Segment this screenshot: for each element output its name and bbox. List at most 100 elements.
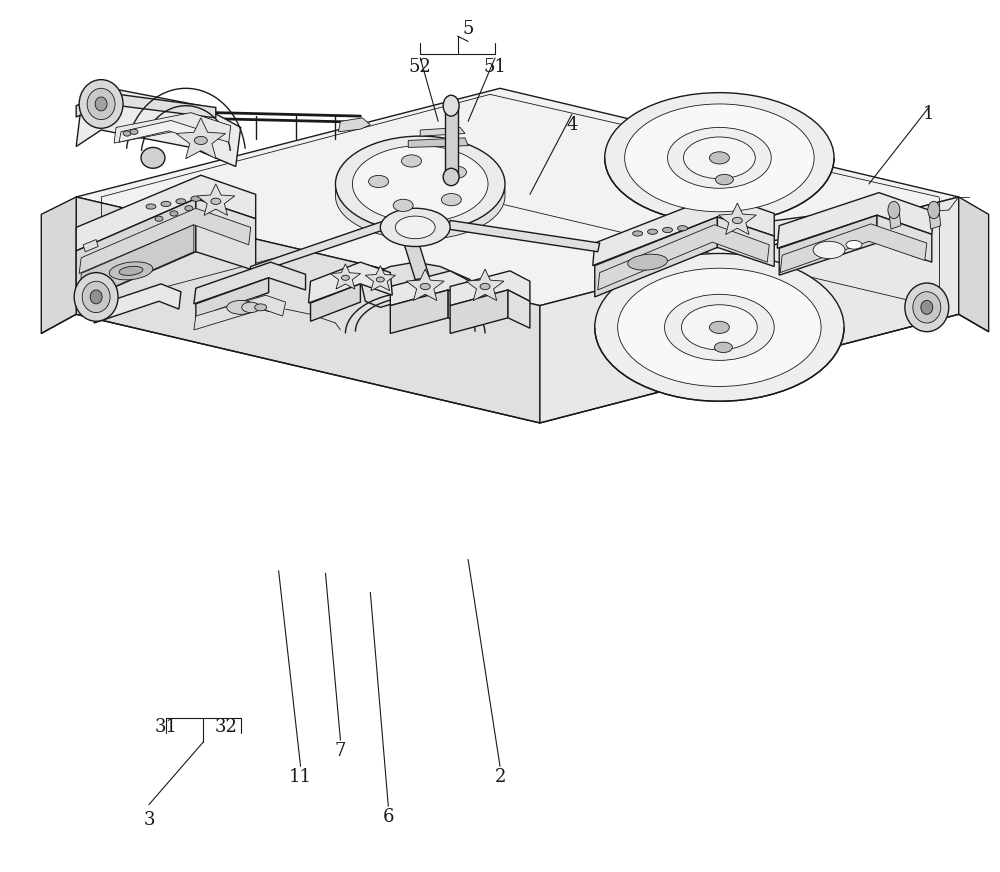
Ellipse shape — [905, 283, 949, 331]
Ellipse shape — [665, 295, 774, 360]
Ellipse shape — [90, 290, 102, 303]
Ellipse shape — [123, 131, 131, 136]
Ellipse shape — [443, 168, 459, 186]
Polygon shape — [448, 221, 600, 252]
Polygon shape — [420, 127, 465, 136]
Polygon shape — [83, 240, 98, 252]
Ellipse shape — [714, 342, 732, 352]
Polygon shape — [600, 212, 869, 262]
Polygon shape — [76, 88, 241, 167]
Ellipse shape — [191, 196, 201, 201]
Ellipse shape — [376, 277, 384, 282]
Polygon shape — [877, 215, 932, 262]
Ellipse shape — [678, 226, 687, 231]
Ellipse shape — [369, 175, 389, 187]
Ellipse shape — [161, 201, 171, 207]
Polygon shape — [196, 199, 256, 271]
Text: 5: 5 — [462, 20, 474, 38]
Polygon shape — [196, 278, 269, 318]
Polygon shape — [176, 118, 225, 159]
Polygon shape — [400, 232, 430, 280]
Ellipse shape — [443, 95, 459, 116]
Ellipse shape — [683, 137, 755, 179]
Ellipse shape — [395, 216, 435, 239]
Ellipse shape — [441, 194, 461, 206]
Polygon shape — [540, 197, 959, 423]
Ellipse shape — [335, 146, 505, 236]
Text: 2: 2 — [494, 767, 506, 786]
Polygon shape — [959, 197, 989, 331]
Ellipse shape — [109, 262, 153, 280]
Ellipse shape — [352, 146, 488, 222]
Text: 31: 31 — [154, 719, 177, 736]
Ellipse shape — [618, 269, 821, 386]
Polygon shape — [595, 217, 717, 297]
Polygon shape — [76, 88, 959, 305]
Ellipse shape — [420, 283, 430, 290]
Polygon shape — [406, 269, 444, 301]
Polygon shape — [194, 262, 306, 303]
Polygon shape — [448, 290, 470, 328]
Ellipse shape — [380, 208, 450, 247]
Polygon shape — [197, 184, 235, 215]
Polygon shape — [119, 120, 201, 142]
Polygon shape — [311, 284, 360, 321]
Text: 6: 6 — [383, 807, 394, 826]
Polygon shape — [94, 284, 181, 323]
Polygon shape — [445, 107, 458, 177]
Ellipse shape — [341, 276, 349, 280]
Polygon shape — [390, 271, 470, 305]
Polygon shape — [598, 225, 769, 290]
Ellipse shape — [393, 200, 413, 211]
Polygon shape — [79, 208, 251, 274]
Polygon shape — [889, 208, 901, 229]
Ellipse shape — [176, 199, 186, 204]
Ellipse shape — [141, 147, 165, 168]
Ellipse shape — [82, 282, 110, 312]
Polygon shape — [780, 224, 927, 273]
Ellipse shape — [79, 79, 123, 128]
Polygon shape — [779, 215, 877, 276]
Polygon shape — [717, 217, 774, 267]
Ellipse shape — [227, 300, 255, 314]
Text: 7: 7 — [335, 742, 346, 760]
Text: 51: 51 — [484, 58, 506, 76]
Ellipse shape — [74, 273, 118, 321]
Ellipse shape — [194, 136, 207, 145]
Ellipse shape — [663, 228, 673, 233]
Text: 52: 52 — [409, 58, 432, 76]
Ellipse shape — [913, 292, 941, 323]
Text: 4: 4 — [566, 116, 577, 133]
Ellipse shape — [709, 321, 729, 333]
Polygon shape — [76, 175, 256, 251]
Polygon shape — [508, 290, 530, 328]
Ellipse shape — [681, 304, 757, 350]
Polygon shape — [360, 262, 470, 307]
Ellipse shape — [625, 104, 814, 212]
Polygon shape — [929, 208, 941, 229]
Polygon shape — [338, 118, 370, 132]
Polygon shape — [96, 104, 106, 126]
Ellipse shape — [921, 300, 933, 314]
Ellipse shape — [87, 88, 115, 119]
Polygon shape — [81, 225, 194, 301]
Ellipse shape — [242, 302, 260, 312]
Ellipse shape — [715, 174, 733, 185]
Text: 1: 1 — [923, 106, 935, 123]
Ellipse shape — [335, 153, 505, 240]
Ellipse shape — [447, 166, 466, 178]
Ellipse shape — [155, 216, 163, 221]
Polygon shape — [76, 199, 196, 303]
Ellipse shape — [605, 92, 834, 223]
Polygon shape — [450, 290, 508, 333]
Text: 11: 11 — [289, 767, 312, 786]
Text: 32: 32 — [214, 719, 237, 736]
Ellipse shape — [170, 211, 178, 216]
Ellipse shape — [335, 136, 505, 232]
Polygon shape — [777, 193, 934, 249]
Polygon shape — [76, 197, 540, 423]
Ellipse shape — [480, 283, 490, 290]
Ellipse shape — [628, 254, 667, 270]
Text: 3: 3 — [143, 811, 155, 829]
Polygon shape — [390, 290, 448, 333]
